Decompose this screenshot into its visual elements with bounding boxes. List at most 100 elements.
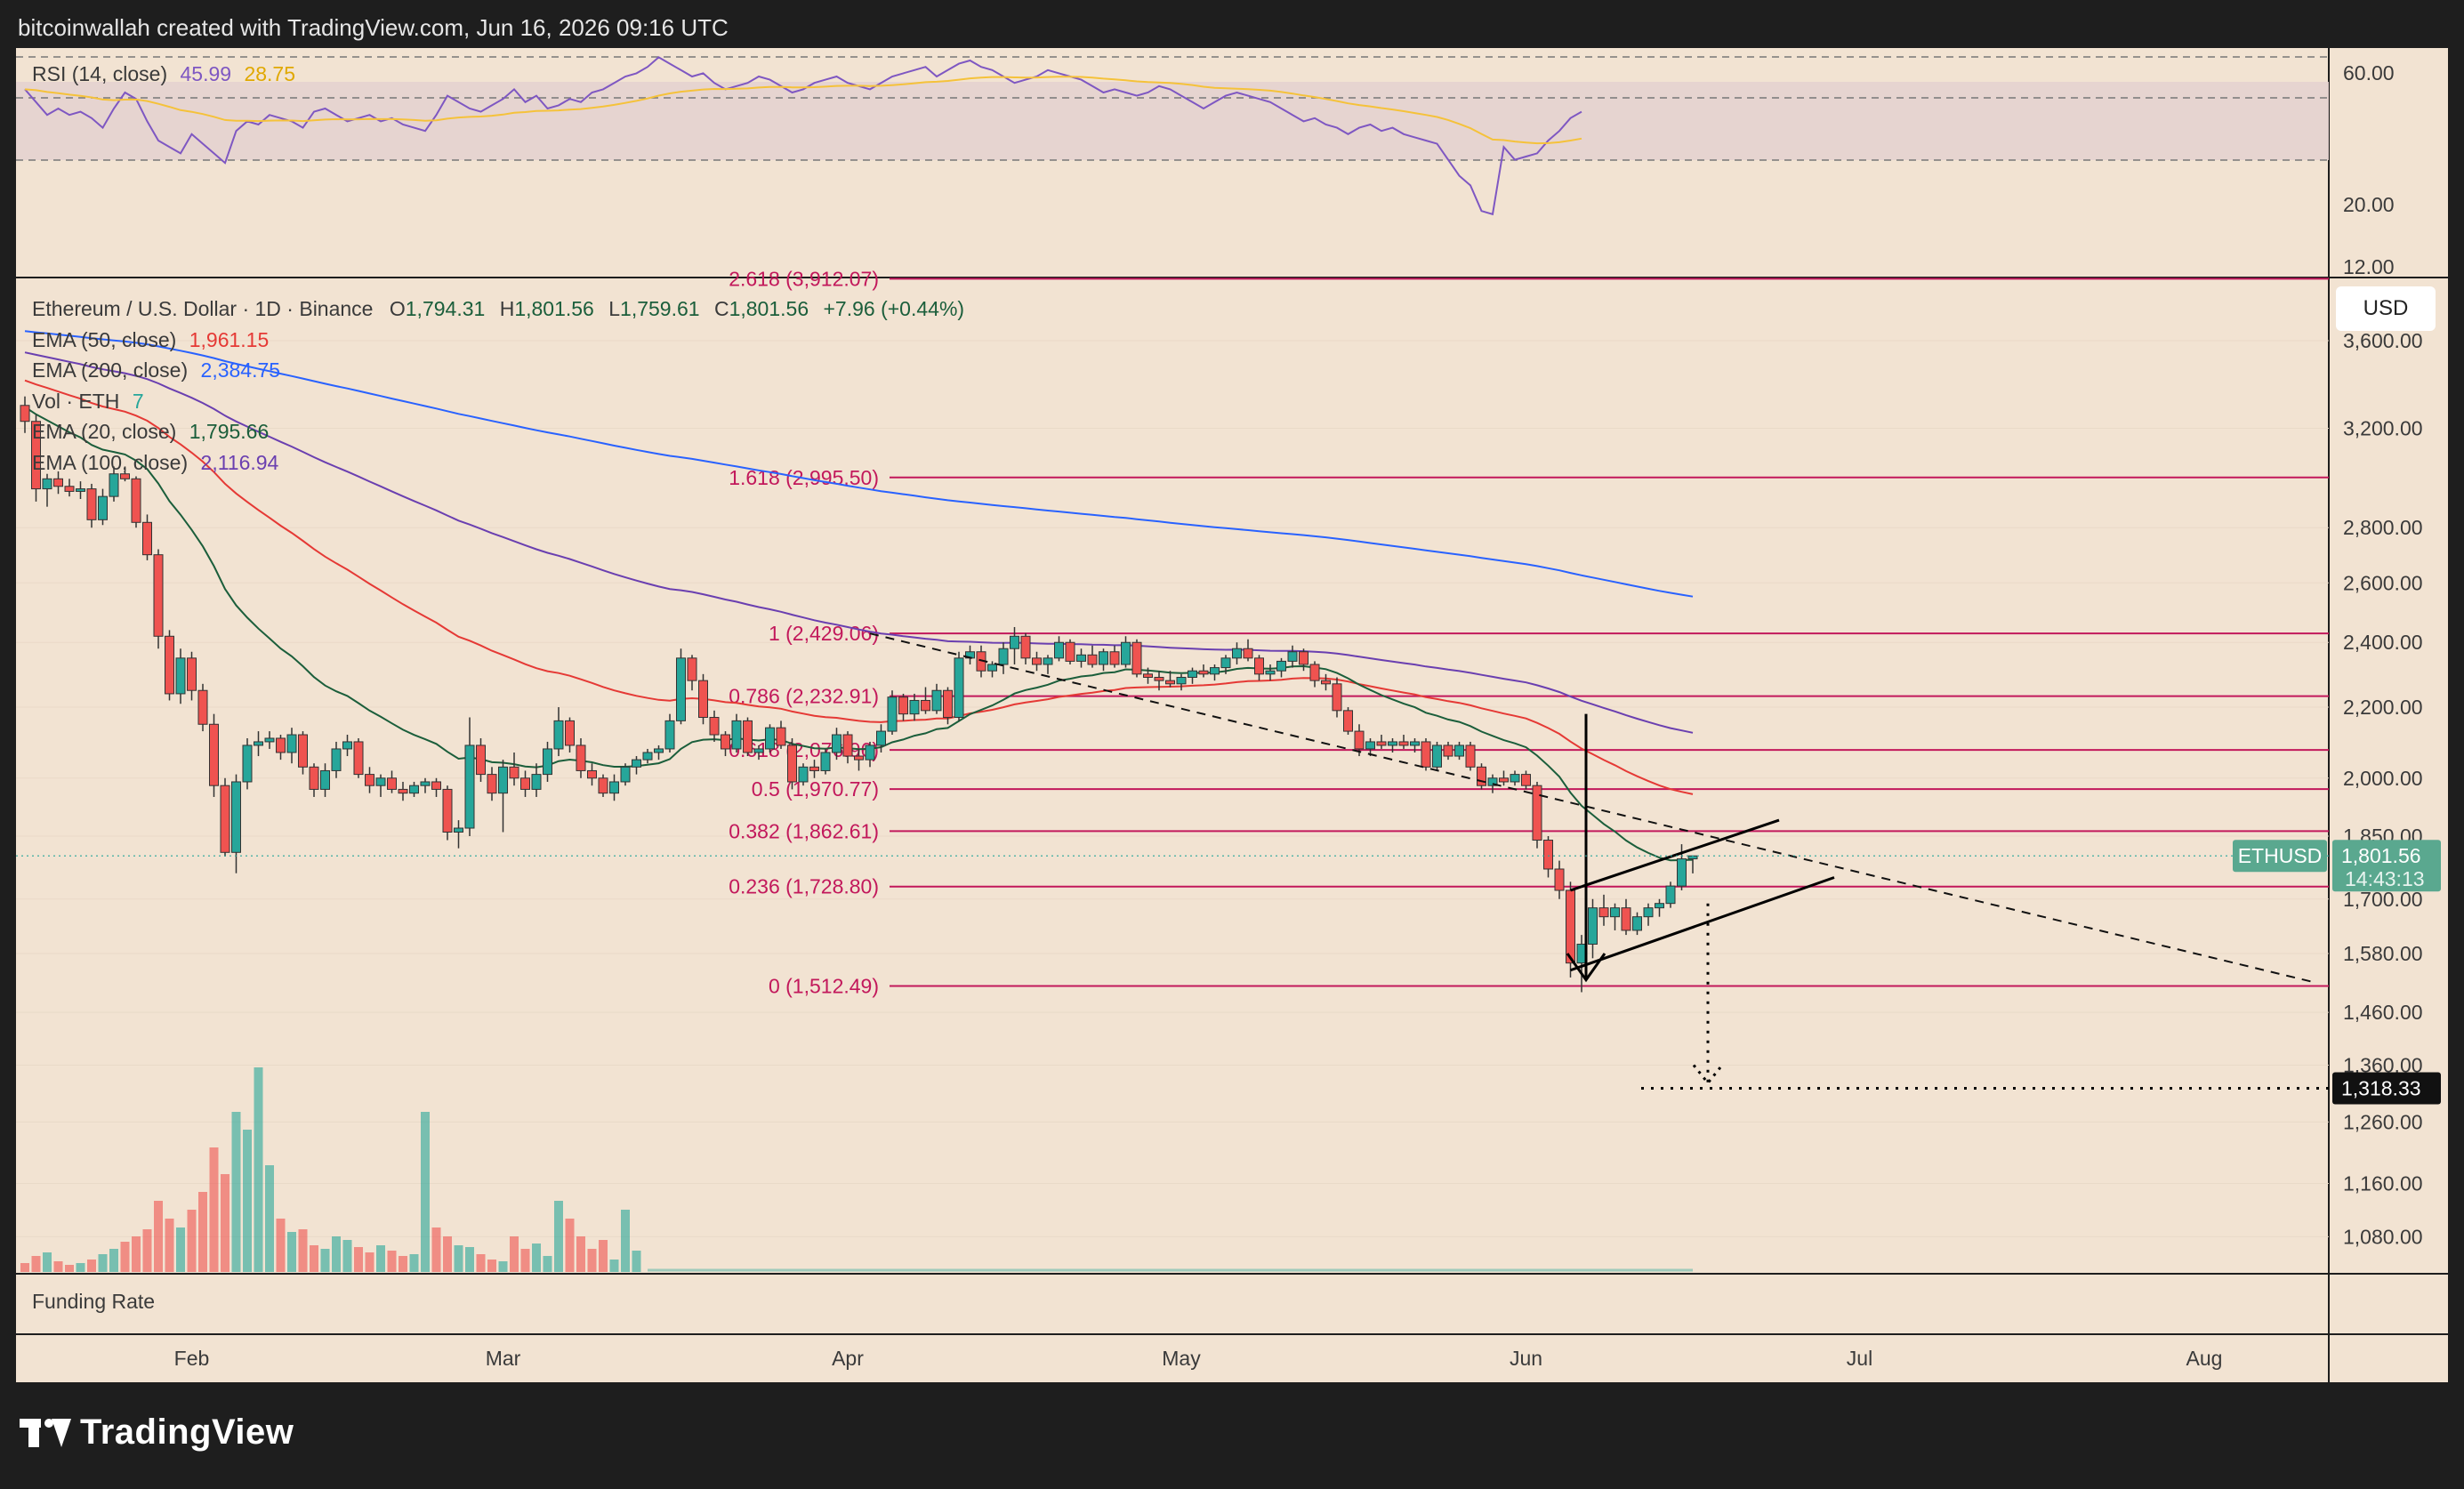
candle-body <box>1510 774 1520 783</box>
indicator-ema20[interactable]: EMA (20, close) 1,795.66 <box>32 416 964 447</box>
tradingview-logo-icon <box>20 1415 71 1451</box>
symbol-title[interactable]: Ethereum / U.S. Dollar · 1D · Binance <box>32 297 374 320</box>
volume-bar <box>421 1112 430 1272</box>
candle-body <box>687 657 697 681</box>
x-axis-label: Mar <box>486 1347 521 1370</box>
candle-body <box>398 788 408 794</box>
candle-body <box>1321 680 1331 685</box>
candle-body <box>1243 648 1253 659</box>
volume-bar <box>87 1260 96 1272</box>
volume-bar <box>587 1249 597 1272</box>
volume-bar <box>287 1232 296 1272</box>
tradingview-wordmark: TradingView <box>80 1413 294 1452</box>
ohlc-close: 1,801.56 <box>729 297 809 320</box>
candle-body <box>854 755 864 761</box>
fib-level-label: 1 (2,429.06) <box>769 622 879 645</box>
candle-body <box>1454 744 1464 757</box>
candle-body <box>64 486 75 492</box>
price-tick-label: 1,260.00 <box>2343 1110 2423 1133</box>
candle-body <box>365 774 374 786</box>
candle-body <box>698 680 708 719</box>
candle-body <box>209 723 219 786</box>
candle-body <box>1677 858 1687 887</box>
volume-bar <box>399 1256 407 1272</box>
candle-body <box>1109 651 1120 665</box>
x-axis-label: Jul <box>1847 1347 1872 1370</box>
candle-body <box>109 473 119 497</box>
volume-bar <box>320 1249 330 1272</box>
candle-body <box>776 727 786 746</box>
candle-body <box>1121 641 1131 665</box>
countdown-text: 14:43:13 <box>2345 867 2425 890</box>
candle-body <box>1020 635 1031 659</box>
volume-bar <box>632 1251 641 1272</box>
price-tick-label: 2,400.00 <box>2343 631 2423 654</box>
x-axis-label: Apr <box>832 1347 864 1370</box>
symbol-badge-text: ETHUSD <box>2238 844 2323 867</box>
volume-bar <box>609 1260 619 1272</box>
volume-bar <box>43 1252 52 1272</box>
x-axis-label: Feb <box>174 1347 210 1370</box>
candle-body <box>921 699 930 712</box>
ema200-line <box>24 330 1694 598</box>
candle-body <box>1154 676 1164 681</box>
candle-body <box>765 727 775 750</box>
candle-body <box>175 657 186 695</box>
currency-button[interactable]: USD <box>2336 286 2436 331</box>
candle-body <box>1176 676 1187 685</box>
candle-body <box>654 748 664 753</box>
candle-body <box>1543 840 1553 870</box>
volume-bar <box>487 1260 496 1272</box>
candle-body <box>254 741 263 746</box>
tradingview-logo[interactable]: TradingView <box>20 1413 294 1453</box>
candle-body <box>531 774 542 790</box>
candle-body <box>442 788 453 833</box>
candle-body <box>1376 741 1387 746</box>
rsi-legend: RSI (14, close) 45.99 28.75 <box>32 62 295 86</box>
candle-body <box>709 717 720 736</box>
flag-pole-arrow <box>1566 953 1606 983</box>
volume-bar <box>53 1261 63 1272</box>
ohlc-low: 1,759.61 <box>620 297 700 320</box>
candle-body <box>898 696 908 715</box>
volume-bar <box>532 1244 541 1272</box>
candle-body <box>832 734 841 753</box>
price-tick-label: 3,200.00 <box>2343 417 2423 440</box>
indicator-label: EMA (20, close) <box>32 420 177 443</box>
candle-body <box>1554 868 1565 891</box>
candle-body <box>676 657 686 721</box>
indicator-ema100[interactable]: EMA (100, close) 2,116.94 <box>32 447 964 479</box>
volume-bar <box>231 1112 241 1272</box>
candle-body <box>1477 766 1486 786</box>
price-tick-label: 1,460.00 <box>2343 1001 2423 1024</box>
candle-body <box>731 720 742 750</box>
indicator-label: Vol · ETH <box>32 389 120 413</box>
candle-body <box>909 699 920 715</box>
volume-bar <box>476 1254 486 1272</box>
candle-body <box>1655 903 1664 909</box>
candle-body <box>86 488 97 520</box>
candle-body <box>142 521 152 556</box>
volume-bar <box>498 1261 508 1272</box>
indicator-volume[interactable]: Vol · ETH 7 <box>32 386 964 417</box>
price-tick-label: 1,160.00 <box>2343 1172 2423 1195</box>
price-tick-label: 1,580.00 <box>2343 942 2423 965</box>
volume-bar <box>176 1227 185 1272</box>
candle-body <box>76 488 85 492</box>
candle-body <box>721 734 730 750</box>
candle-body <box>98 495 108 520</box>
volume-bar <box>465 1247 474 1272</box>
candle-body <box>1621 907 1631 931</box>
volume-bar <box>298 1229 308 1272</box>
candle-body <box>1588 907 1598 945</box>
volume-bar <box>254 1067 263 1272</box>
candle-body <box>753 748 764 753</box>
candle-body <box>1521 774 1531 786</box>
price-tick-label: 2,000.00 <box>2343 767 2423 790</box>
candle-body <box>787 744 797 783</box>
volume-bar <box>154 1201 163 1272</box>
channel-lower-line <box>1570 876 1835 972</box>
indicator-ema200[interactable]: EMA (200, close) 2,384.75 <box>32 355 964 386</box>
indicator-ema50[interactable]: EMA (50, close) 1,961.15 <box>32 325 964 356</box>
